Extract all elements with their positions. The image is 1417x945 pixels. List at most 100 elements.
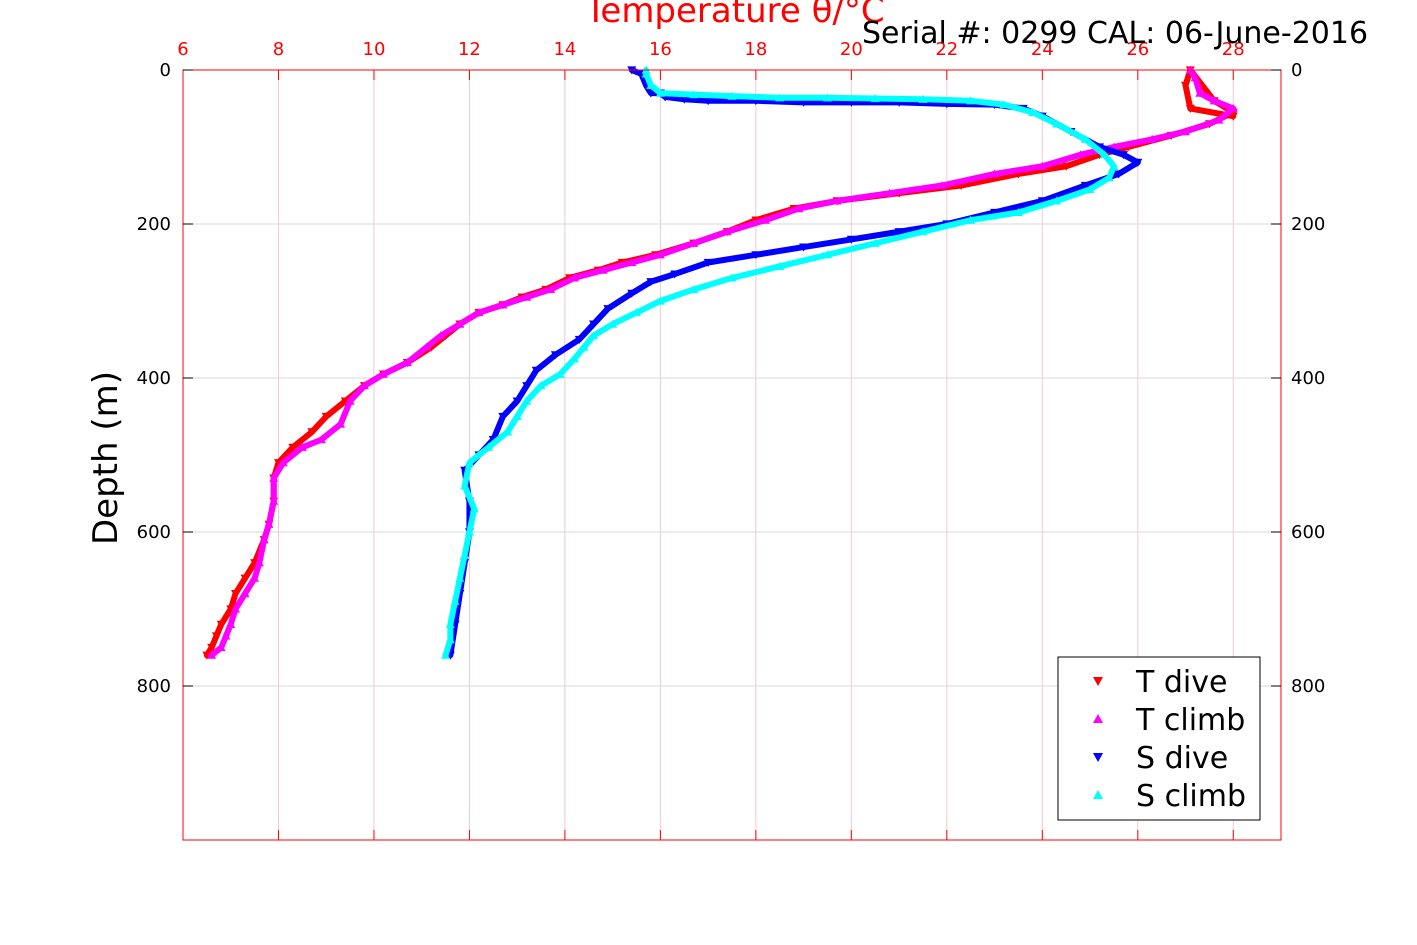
data-point — [1209, 96, 1219, 105]
data-point — [402, 358, 412, 367]
legend-marker — [1093, 714, 1103, 723]
data-point — [999, 100, 1009, 109]
data-point — [455, 573, 465, 582]
y-tick-label-right: 800 — [1291, 676, 1325, 697]
y-tick-label-left: 200 — [137, 214, 171, 235]
data-point — [240, 574, 250, 583]
data-point — [703, 258, 713, 267]
data-point — [603, 305, 613, 314]
data-point — [574, 335, 584, 344]
data-point — [689, 90, 699, 99]
data-point — [1228, 104, 1238, 113]
y-tick-label-right: 600 — [1291, 522, 1325, 543]
data-point — [670, 270, 680, 279]
data-point — [464, 458, 474, 467]
data-point — [966, 96, 976, 105]
data-point — [231, 590, 241, 599]
data-point — [207, 650, 217, 659]
x-tick-label: 6 — [177, 39, 188, 60]
data-point — [569, 354, 579, 363]
data-point — [269, 496, 279, 505]
data-point — [822, 93, 832, 102]
y-axis-title: Depth (m) — [86, 371, 126, 545]
data-point — [460, 550, 470, 559]
data-point — [250, 573, 260, 582]
data-point — [469, 504, 479, 513]
data-point — [1185, 104, 1195, 113]
data-point — [1118, 151, 1128, 160]
data-point — [918, 227, 928, 236]
data-point — [498, 412, 508, 421]
data-point — [512, 397, 522, 406]
data-point — [966, 215, 976, 224]
data-point — [1099, 150, 1109, 159]
x-tick-label: 24 — [1031, 39, 1054, 60]
serial-calibration-annotation: Serial #: 0299 CAL: 06-June-2016 — [862, 16, 1368, 51]
data-point — [550, 351, 560, 360]
data-point — [512, 412, 522, 421]
data-point — [445, 619, 455, 628]
data-point — [632, 308, 642, 317]
data-point — [269, 473, 279, 482]
data-point — [522, 292, 532, 301]
data-point — [503, 427, 513, 436]
data-series — [202, 65, 1238, 660]
legend-marker — [1093, 677, 1103, 686]
x-tick-label: 28 — [1222, 39, 1245, 60]
data-point — [1181, 81, 1191, 90]
data-point — [1147, 134, 1157, 143]
data-point — [794, 204, 804, 213]
y-tick-label-right: 0 — [1291, 60, 1302, 81]
data-point — [627, 258, 637, 267]
data-point — [655, 296, 665, 305]
data-point — [703, 97, 713, 106]
data-point — [775, 261, 785, 270]
data-point — [216, 643, 226, 652]
data-point — [307, 428, 317, 437]
data-point — [216, 620, 226, 629]
legend-marker — [1093, 753, 1103, 762]
data-point — [1013, 207, 1023, 217]
legend-label: T dive — [1135, 665, 1227, 700]
data-point — [598, 265, 608, 274]
data-point — [231, 604, 241, 613]
data-point — [990, 169, 1000, 178]
data-point — [254, 558, 264, 567]
data-point — [455, 319, 465, 328]
data-point — [1075, 150, 1085, 159]
data-point — [522, 396, 532, 405]
data-point — [608, 319, 618, 328]
data-point — [822, 250, 832, 259]
data-point — [498, 300, 508, 309]
legend-label: T climb — [1135, 703, 1245, 738]
data-point — [1080, 134, 1090, 143]
data-point — [240, 589, 250, 598]
data-point — [832, 196, 842, 205]
data-point — [379, 369, 389, 378]
data-point — [727, 91, 737, 100]
data-point — [1052, 119, 1062, 128]
data-point — [569, 273, 579, 282]
data-point — [1037, 197, 1047, 206]
data-point — [589, 320, 599, 329]
data-point — [555, 369, 565, 378]
data-point — [655, 250, 665, 259]
data-point — [937, 181, 947, 190]
data-point — [464, 527, 474, 536]
data-point — [918, 94, 928, 103]
data-point — [1114, 170, 1124, 179]
data-point — [646, 80, 656, 89]
axes: 6 8 10 12 14 16 18 20 22 24 26 28 0 0 200 200 400 400 600 6… — [137, 39, 1325, 840]
data-point — [589, 331, 599, 340]
data-point — [1061, 162, 1071, 171]
data-point — [359, 381, 369, 390]
data-point — [990, 208, 1000, 217]
data-point — [221, 631, 231, 640]
x-tick-label: 14 — [553, 39, 576, 60]
data-point — [211, 632, 221, 641]
data-point — [641, 69, 651, 78]
plot-frame — [182, 69, 1282, 841]
y-tick-label-right: 400 — [1291, 368, 1325, 389]
